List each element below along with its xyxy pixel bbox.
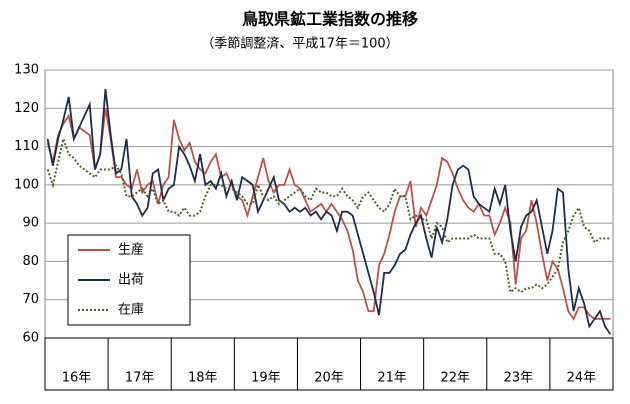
chart-title: 鳥取県鉱工業指数の推移 (242, 10, 418, 29)
legend-label: 在庫 (118, 303, 144, 318)
x-tick-label: 17年 (125, 371, 155, 386)
y-tick-label: 120 (14, 101, 39, 116)
y-tick-label: 60 (22, 331, 39, 346)
x-tick-label: 23年 (504, 371, 534, 386)
x-tick-label: 22年 (440, 371, 470, 386)
y-tick-label: 70 (22, 292, 39, 307)
x-tick-label: 21年 (377, 371, 407, 386)
legend-label: 生産 (118, 242, 144, 258)
y-tick-label: 80 (22, 254, 39, 269)
x-tick-label: 20年 (314, 371, 344, 386)
x-tick-label: 19年 (251, 371, 281, 386)
legend-label: 出荷 (118, 273, 144, 288)
y-tick-label: 90 (22, 216, 39, 231)
chart-subtitle: （季節調整済、平成17年＝100） (201, 36, 398, 52)
y-tick-label: 110 (14, 139, 39, 154)
x-tick-label: 24年 (567, 371, 597, 386)
y-tick-label: 100 (14, 177, 39, 192)
x-label-band (44, 337, 614, 391)
x-tick-label: 18年 (188, 371, 218, 386)
series-line (46, 88, 612, 335)
x-tick-label: 16年 (62, 371, 92, 386)
series-line (46, 108, 611, 321)
y-tick-label: 130 (14, 63, 39, 78)
